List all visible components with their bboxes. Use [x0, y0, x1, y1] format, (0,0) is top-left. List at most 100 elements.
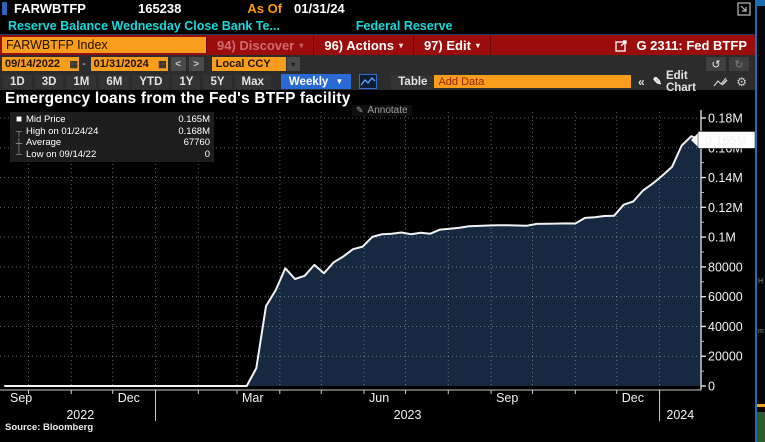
export-icon[interactable]: [615, 39, 628, 52]
frequency-value: Weekly: [288, 75, 329, 88]
menu-discover[interactable]: 94) Discover ▾: [207, 35, 313, 55]
annotate-button[interactable]: ✎ Annotate: [352, 105, 412, 116]
adjacent-orange-bar: [757, 404, 765, 407]
add-data-input[interactable]: Add Data: [434, 75, 632, 88]
menu-divider: [206, 35, 207, 55]
year-label: 2024: [666, 408, 694, 422]
y-tick-label: 0.18M: [708, 112, 743, 126]
legend-value: 0.165M: [178, 114, 210, 126]
range-forward-button[interactable]: >: [188, 57, 204, 71]
security-input[interactable]: FARWBTFP Index: [2, 37, 206, 53]
currency-dropdown-arrow[interactable]: ▾: [286, 57, 300, 71]
security-description: Reserve Balance Wednesday Close Bank Te.…: [8, 18, 280, 33]
range-back-button[interactable]: <: [170, 57, 186, 71]
line-chart-icon[interactable]: [359, 74, 378, 89]
last-price-notch: [691, 132, 698, 147]
period-button-6m[interactable]: 6M: [99, 74, 130, 89]
chart-id-group: G 2311: Fed BTFP: [615, 38, 747, 53]
legend-row-mid[interactable]: ■ Mid Price 0.165M: [12, 114, 210, 126]
date-to-value: 01/31/2024: [93, 58, 149, 70]
pencil-icon: ✎: [652, 76, 662, 88]
x-tick-label: Dec: [118, 391, 140, 405]
table-button[interactable]: Table: [391, 74, 435, 89]
window-drag-icon[interactable]: [737, 1, 751, 16]
discover-label: 94) Discover: [217, 37, 295, 53]
legend-label: Average: [26, 137, 62, 149]
gear-icon[interactable]: ⚙: [736, 74, 747, 89]
period-button-1d[interactable]: 1D: [3, 74, 32, 89]
source-attribution: Source: Bloomberg: [5, 422, 94, 433]
adjacent-text-fragment: m: [758, 328, 764, 335]
period-button-max[interactable]: Max: [234, 74, 271, 89]
redo-button[interactable]: ↻: [729, 57, 749, 71]
security-color-block: [2, 2, 7, 15]
actions-label: 96) Actions: [324, 37, 394, 53]
adjacent-green-block: [757, 412, 765, 442]
legend-row-high[interactable]: ┬ High on 01/24/24 0.168M: [12, 126, 210, 138]
price-chart[interactable]: 0.18M0.16M0.14M0.12M0.1M8000060000400002…: [0, 88, 755, 442]
chevron-down-icon: ▾: [398, 40, 403, 50]
y-tick-label: 0.12M: [708, 201, 743, 215]
y-tick-label: 0.1M: [708, 231, 736, 245]
legend-label: Mid Price: [26, 114, 66, 126]
ticker-symbol: FARWBTFP: [14, 1, 86, 16]
adjacent-window-titlebar: [757, 0, 765, 6]
chart-settings-icon[interactable]: [713, 76, 728, 87]
undo-redo-group: ↺ ↻: [706, 57, 749, 71]
y-tick-label: 0.14M: [708, 171, 743, 185]
period-button-1m[interactable]: 1M: [66, 74, 97, 89]
last-value: 165238: [137, 1, 182, 16]
chart-id[interactable]: G 2311: Fed BTFP: [636, 37, 747, 53]
x-tick-label: Jun: [369, 391, 389, 405]
chart-title: Emergency loans from the Fed's BTFP faci…: [5, 90, 351, 107]
date-from-value: 09/14/2022: [5, 58, 61, 70]
legend-label: High on 01/24/24: [26, 125, 99, 137]
adjacent-text-fragment: H: [758, 278, 764, 285]
menu-actions[interactable]: 96) Actions ▾: [314, 35, 413, 55]
legend-row-average[interactable]: ┼ Average 67760: [12, 137, 210, 149]
period-button-1y[interactable]: 1Y: [172, 74, 201, 89]
chevron-down-icon: ▾: [299, 40, 304, 50]
y-tick-label: 0: [708, 380, 715, 394]
description-row: Reserve Balance Wednesday Close Bank Te.…: [0, 17, 755, 35]
legend-label: Low on 09/14/22: [26, 148, 97, 160]
menu-edit[interactable]: 97) Edit ▾: [414, 35, 490, 55]
low-marker-icon: ┴: [15, 149, 23, 160]
average-marker-icon: ┼: [15, 137, 23, 148]
menu-divider: [313, 35, 315, 55]
collapse-panel-icon[interactable]: «: [638, 74, 645, 89]
legend-row-low[interactable]: ┴ Low on 09/14/22 0: [12, 149, 210, 161]
date-toolbar: 09/14/2022 ▦ - 01/31/2024 ▦ < > Local CC…: [0, 55, 755, 73]
period-button-5y[interactable]: 5Y: [203, 74, 232, 89]
as-of-date: 01/31/24: [294, 1, 345, 16]
as-of-label: As Of: [247, 1, 283, 16]
frequency-dropdown[interactable]: Weekly ▼: [280, 74, 352, 89]
edit-chart-button[interactable]: ✎ Edit Chart: [653, 70, 706, 94]
period-button-ytd[interactable]: YTD: [132, 74, 170, 89]
calendar-icon[interactable]: ▦: [69, 58, 78, 69]
undo-button[interactable]: ↺: [706, 57, 726, 71]
date-to-field[interactable]: 01/31/2024 ▦: [90, 57, 168, 71]
currency-select[interactable]: Local CCY: [211, 57, 286, 71]
date-range-dash: -: [82, 58, 86, 70]
calendar-icon[interactable]: ▦: [158, 58, 167, 69]
year-label: 2023: [394, 408, 422, 422]
edit-chart-label: Edit Chart: [665, 69, 696, 94]
chevron-down-icon: ▼: [335, 77, 344, 86]
edit-label: 97) Edit: [423, 37, 471, 53]
chart-legend[interactable]: ■ Mid Price 0.165M ┬ High on 01/24/24 0.…: [10, 112, 214, 162]
period-toolbar: 1D 3D 1M 6M YTD 1Y 5Y Max Weekly ▼ Table…: [0, 70, 755, 94]
x-tick-label: Sep: [496, 391, 518, 405]
y-tick-label: 60000: [708, 290, 743, 304]
annotate-pencil-icon: ✎: [356, 105, 364, 115]
x-tick-label: Sep: [10, 391, 32, 405]
legend-value: 0: [204, 148, 210, 160]
adjacent-window-edge: H m: [755, 0, 765, 442]
period-button-3d[interactable]: 3D: [34, 74, 64, 89]
chevron-down-icon: ▾: [475, 40, 480, 50]
price-line: [4, 135, 702, 387]
date-from-field[interactable]: 09/14/2022 ▦: [2, 57, 79, 71]
y-tick-label: 40000: [708, 320, 743, 334]
series-swatch-icon: ■: [15, 114, 23, 126]
